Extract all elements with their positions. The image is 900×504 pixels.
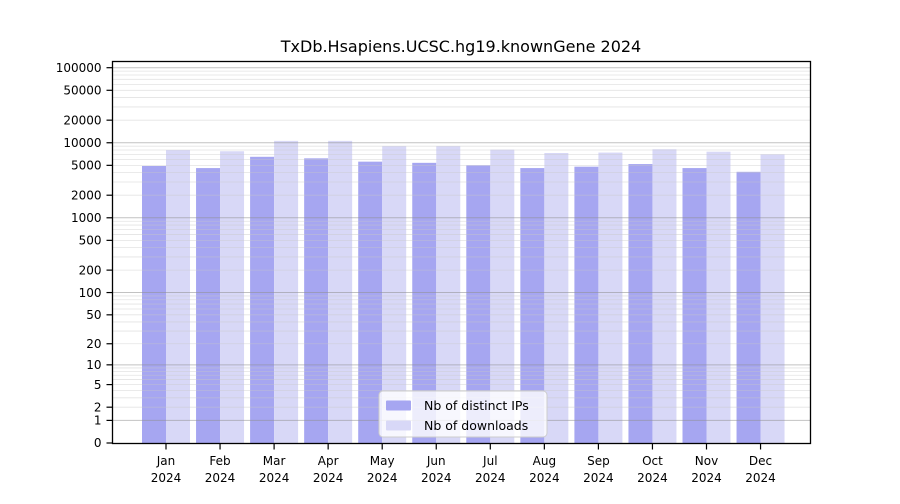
x-tick-label-month-jun: Jun — [426, 454, 446, 468]
x-tick-label-year-mar: 2024 — [259, 471, 290, 485]
x-tick-label-month-sep: Sep — [587, 454, 610, 468]
y-tick-label-5000: 5000 — [71, 159, 102, 173]
x-tick-label-month-jan: Jan — [156, 454, 176, 468]
bar-feb-distinct-ips — [196, 168, 221, 443]
y-tick-label-200: 200 — [79, 263, 102, 277]
legend-label-distinct-ips: Nb of distinct IPs — [424, 398, 529, 413]
bar-may-distinct-ips — [358, 161, 383, 443]
y-tick-label-1000: 1000 — [71, 211, 102, 225]
y-tick-label-20000: 20000 — [63, 113, 101, 127]
y-tick-label-10000: 10000 — [63, 136, 101, 150]
x-tick-label-year-aug: 2024 — [529, 471, 560, 485]
x-tick-label-month-apr: Apr — [318, 454, 339, 468]
x-tick-label-month-dec: Dec — [749, 454, 772, 468]
y-tick-label-100000: 100000 — [56, 61, 102, 75]
x-tick-label-month-nov: Nov — [695, 454, 718, 468]
legend-box — [378, 390, 548, 438]
axes-layer: 0 12 5 10 20 50 100 200 500 1000 2000 5000 10000 2000… — [56, 61, 776, 485]
bar-mar-downloads — [274, 140, 299, 443]
bar-jan-distinct-ips — [142, 166, 166, 443]
x-tick-label-year-dec: 2024 — [745, 471, 776, 485]
y-tick-label-5: 5 — [94, 378, 102, 392]
y-tick-label-1: 1 — [94, 414, 102, 428]
x-tick-label-month-oct: Oct — [642, 454, 663, 468]
x-tick-label-month-may: May — [370, 454, 395, 468]
x-tick-label-year-may: 2024 — [367, 471, 398, 485]
x-tick-label-year-feb: 2024 — [205, 471, 236, 485]
x-tick-label-year-jul: 2024 — [475, 471, 506, 485]
legend-swatch-downloads — [386, 420, 411, 431]
x-tick-label-year-jan: 2024 — [151, 471, 182, 485]
x-tick-label-year-sep: 2024 — [583, 471, 614, 485]
x-tick-label-year-jun: 2024 — [421, 471, 452, 485]
x-tick-label-month-jul: Jul — [482, 454, 497, 468]
bar-feb-downloads — [220, 151, 245, 444]
y-tick-label-20: 20 — [86, 337, 101, 351]
y-tick-label-2: 2 — [94, 400, 102, 414]
x-tick-label-year-oct: 2024 — [637, 471, 668, 485]
bar-apr-downloads — [328, 140, 353, 443]
legend-label-downloads: Nb of downloads — [424, 418, 528, 433]
legend-swatch-distinct-ips — [386, 400, 411, 411]
x-tick-label-month-mar: Mar — [263, 454, 286, 468]
bar-sep-distinct-ips — [574, 166, 599, 443]
bar-apr-distinct-ips — [304, 158, 329, 443]
bar-dec-distinct-ips — [736, 171, 761, 443]
bar-jan-downloads — [166, 150, 190, 444]
chart-title: TxDb.Hsapiens.UCSC.hg19.knownGene 2024 — [280, 37, 641, 56]
bar-dec-downloads — [760, 154, 785, 444]
bar-nov-distinct-ips — [682, 168, 707, 443]
bar-aug-downloads — [544, 153, 569, 443]
y-tick-label-10: 10 — [86, 358, 101, 372]
x-tick-label-year-nov: 2024 — [691, 471, 722, 485]
plot-frame — [111, 60, 812, 445]
legend: Nb of distinct IPs Nb of downloads — [378, 390, 548, 438]
y-tick-label-100: 100 — [79, 286, 102, 300]
bar-nov-downloads — [706, 151, 731, 443]
y-tick-label-50: 50 — [86, 308, 101, 322]
bar-oct-distinct-ips — [628, 164, 653, 443]
x-tick-label-year-apr: 2024 — [313, 471, 344, 485]
y-tick-label-500: 500 — [79, 234, 102, 248]
x-tick-label-month-aug: Aug — [533, 454, 556, 468]
x-tick-label-month-feb: Feb — [209, 454, 230, 468]
y-tick-label-2000: 2000 — [71, 188, 102, 202]
bar-sep-downloads — [598, 152, 623, 444]
y-tick-label-0: 0 — [94, 436, 102, 450]
y-tick-label-50000: 50000 — [63, 83, 101, 97]
